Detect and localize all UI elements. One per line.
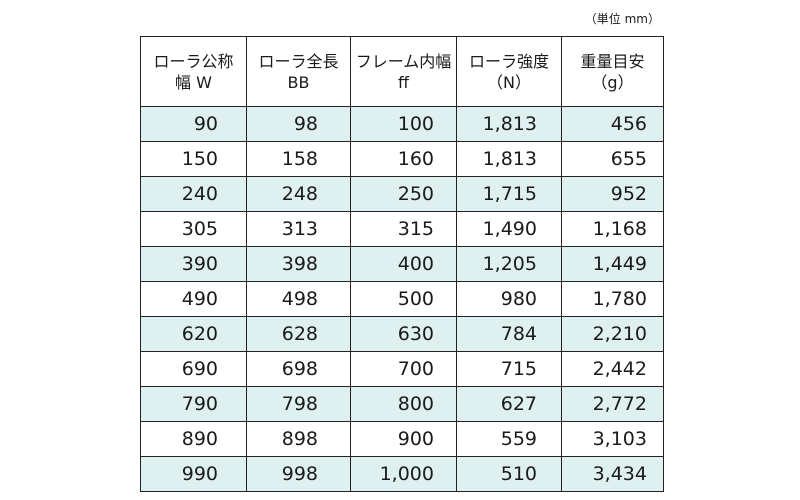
cell-roller-strength: 784: [456, 316, 562, 352]
cell-total-length: 398: [246, 246, 351, 282]
cell-weight: 1,168: [561, 211, 664, 247]
header-label: ローラ公称: [153, 51, 234, 71]
cell-frame-inner-width: 630: [350, 316, 457, 352]
cell-frame-inner-width: 1,000: [350, 456, 457, 492]
table-row: 305 313 315 1,490 1,168: [140, 211, 664, 247]
header-label: ローラ強度: [468, 51, 549, 71]
cell-total-length: 248: [246, 176, 351, 212]
cell-nominal-width: 490: [140, 281, 247, 317]
cell-weight: 3,434: [561, 456, 664, 492]
cell-roller-strength: 1,813: [456, 106, 562, 142]
header-label: ff: [397, 72, 410, 92]
table-row: 240 248 250 1,715 952: [140, 176, 664, 212]
cell-frame-inner-width: 315: [350, 211, 457, 247]
cell-roller-strength: 1,205: [456, 246, 562, 282]
cell-nominal-width: 90: [140, 106, 247, 142]
cell-frame-inner-width: 160: [350, 141, 457, 177]
cell-nominal-width: 890: [140, 421, 247, 457]
header-total-length: ローラ全長 BB: [246, 36, 351, 107]
header-label: フレーム内幅: [355, 51, 452, 71]
cell-total-length: 698: [246, 351, 351, 387]
cell-frame-inner-width: 900: [350, 421, 457, 457]
header-label: 重量目安: [580, 51, 645, 71]
cell-total-length: 498: [246, 281, 351, 317]
cell-roller-strength: 559: [456, 421, 562, 457]
header-label: 幅 W: [175, 72, 212, 92]
cell-roller-strength: 627: [456, 386, 562, 422]
header-frame-inner-width: フレーム内幅 ff: [350, 36, 457, 107]
table-row: 690 698 700 715 2,442: [140, 351, 664, 387]
cell-nominal-width: 305: [140, 211, 247, 247]
cell-frame-inner-width: 800: [350, 386, 457, 422]
cell-frame-inner-width: 700: [350, 351, 457, 387]
cell-nominal-width: 240: [140, 176, 247, 212]
table-row: 490 498 500 980 1,780: [140, 281, 664, 317]
cell-weight: 1,780: [561, 281, 664, 317]
cell-nominal-width: 690: [140, 351, 247, 387]
header-label: （g）: [591, 72, 634, 92]
cell-roller-strength: 715: [456, 351, 562, 387]
cell-nominal-width: 390: [140, 246, 247, 282]
unit-note: （単位 mm）: [584, 12, 660, 26]
cell-nominal-width: 150: [140, 141, 247, 177]
cell-roller-strength: 510: [456, 456, 562, 492]
cell-total-length: 158: [246, 141, 351, 177]
table-row: 790 798 800 627 2,772: [140, 386, 664, 422]
table-row: 390 398 400 1,205 1,449: [140, 246, 664, 282]
cell-weight: 2,442: [561, 351, 664, 387]
table-row: 620 628 630 784 2,210: [140, 316, 664, 352]
header-label: （N）: [487, 72, 531, 92]
cell-total-length: 898: [246, 421, 351, 457]
cell-roller-strength: 1,715: [456, 176, 562, 212]
header-weight: 重量目安 （g）: [561, 36, 664, 107]
cell-total-length: 98: [246, 106, 351, 142]
cell-weight: 456: [561, 106, 664, 142]
cell-frame-inner-width: 400: [350, 246, 457, 282]
cell-nominal-width: 790: [140, 386, 247, 422]
cell-weight: 655: [561, 141, 664, 177]
cell-roller-strength: 1,813: [456, 141, 562, 177]
cell-frame-inner-width: 100: [350, 106, 457, 142]
table-body: 90 98 100 1,813 456 150 158 160 1,813 655 240 248 25…: [140, 106, 664, 492]
table-row: 150 158 160 1,813 655: [140, 141, 664, 177]
table-row: 890 898 900 559 3,103: [140, 421, 664, 457]
cell-frame-inner-width: 250: [350, 176, 457, 212]
table-row: 90 98 100 1,813 456: [140, 106, 664, 142]
cell-weight: 1,449: [561, 246, 664, 282]
cell-weight: 2,772: [561, 386, 664, 422]
table-row: 990 998 1,000 510 3,434: [140, 456, 664, 492]
cell-roller-strength: 1,490: [456, 211, 562, 247]
cell-frame-inner-width: 500: [350, 281, 457, 317]
header-row: ローラ公称 幅 W ローラ全長 BB フレーム内幅 ff ローラ強度 （N） 重…: [140, 36, 664, 107]
header-label: ローラ全長: [258, 51, 339, 71]
cell-weight: 3,103: [561, 421, 664, 457]
cell-nominal-width: 990: [140, 456, 247, 492]
cell-total-length: 798: [246, 386, 351, 422]
cell-total-length: 628: [246, 316, 351, 352]
header-nominal-width: ローラ公称 幅 W: [140, 36, 247, 107]
cell-nominal-width: 620: [140, 316, 247, 352]
cell-total-length: 313: [246, 211, 351, 247]
header-label: BB: [287, 72, 310, 92]
roller-spec-table: ローラ公称 幅 W ローラ全長 BB フレーム内幅 ff ローラ強度 （N） 重…: [140, 36, 664, 492]
cell-total-length: 998: [246, 456, 351, 492]
header-roller-strength: ローラ強度 （N）: [456, 36, 562, 107]
cell-weight: 2,210: [561, 316, 664, 352]
cell-weight: 952: [561, 176, 664, 212]
cell-roller-strength: 980: [456, 281, 562, 317]
